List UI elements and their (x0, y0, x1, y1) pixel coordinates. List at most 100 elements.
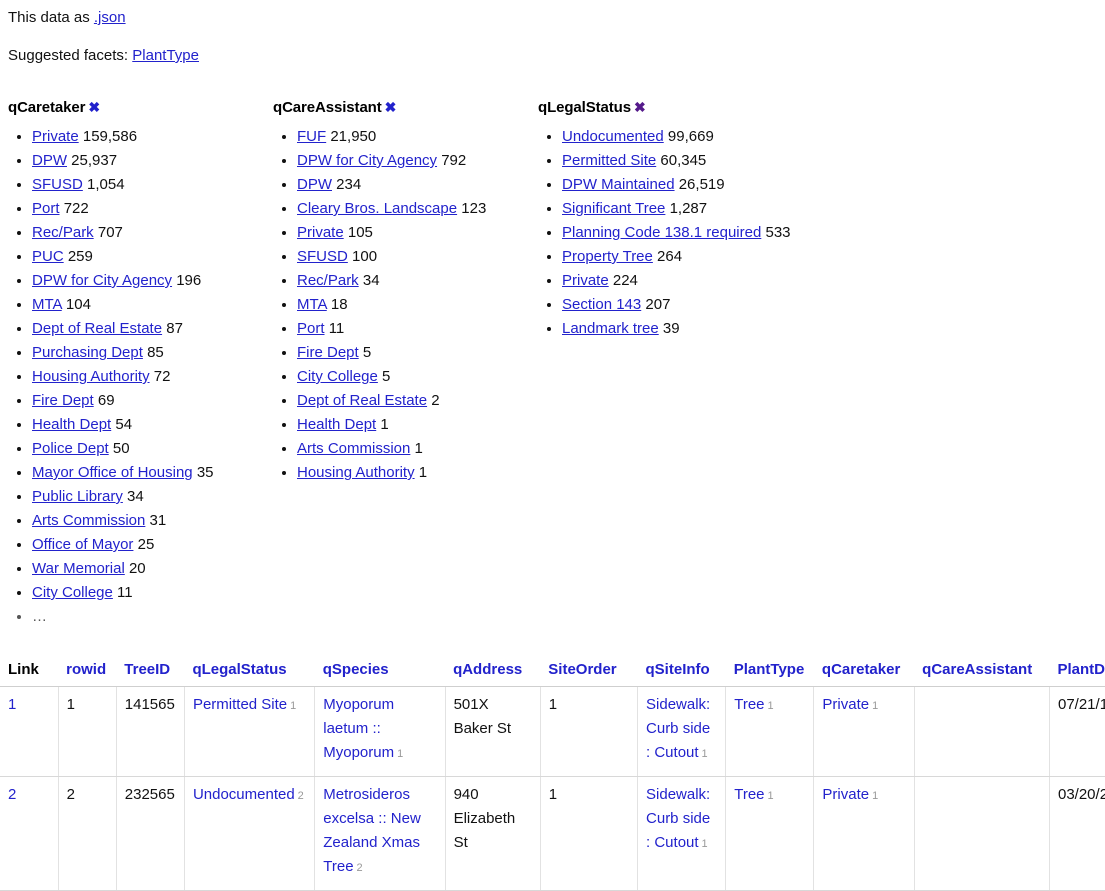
facet-link[interactable]: City College (32, 584, 113, 601)
facet-link[interactable]: Arts Commission (297, 440, 411, 457)
column-header-qspecies[interactable]: qSpecies (314, 655, 446, 687)
facet-value-link[interactable]: Private (822, 786, 870, 803)
facet-value-link[interactable]: Tree (734, 786, 765, 803)
facet-title: qCaretaker ✖ (8, 99, 263, 116)
cell-rowid: 2 (58, 776, 117, 891)
facet-link[interactable]: Health Dept (297, 416, 377, 433)
column-header-plantdate[interactable]: PlantDate (1049, 655, 1105, 687)
facet-link[interactable]: Port (32, 200, 60, 217)
value-count: 1 (767, 700, 774, 712)
facet-count: 18 (330, 296, 348, 313)
facet-link[interactable]: Section 143 (562, 296, 642, 313)
facet-link[interactable]: Rec/Park (32, 224, 94, 241)
facet-link[interactable]: Planning Code 138.1 required (562, 224, 762, 241)
facet-link[interactable]: Private (297, 224, 344, 241)
facet-link[interactable]: SFUSD (297, 248, 348, 265)
facet-link[interactable]: Fire Dept (32, 392, 94, 409)
column-header-qaddress[interactable]: qAddress (445, 655, 541, 687)
facet-link[interactable]: FUF (297, 128, 327, 145)
column-header-planttype[interactable]: PlantType (725, 655, 814, 687)
suggested-facet-planttype[interactable]: PlantType (132, 47, 199, 64)
facet-link[interactable]: Mayor Office of Housing (32, 464, 193, 481)
row-link[interactable]: 2 (8, 786, 17, 803)
facet-list: Undocumented 99,669 Permitted Site 60,34… (538, 125, 793, 341)
facet-count: 722 (63, 200, 89, 217)
facet-link[interactable]: Public Library (32, 488, 123, 505)
facet-item: Private 105 (297, 221, 528, 245)
facet-count: 34 (362, 272, 380, 289)
facet-value-link[interactable]: Undocumented (192, 786, 295, 803)
facet-link[interactable]: City College (297, 368, 378, 385)
facet-link[interactable]: Purchasing Dept (32, 344, 143, 361)
facet-value-link[interactable]: Sidewalk: Curb side : Cutout (646, 786, 711, 851)
facet-link[interactable]: War Memorial (32, 560, 125, 577)
facet-link[interactable]: DPW Maintained (562, 176, 675, 193)
facet-link[interactable]: DPW for City Agency (32, 272, 173, 289)
row-link[interactable]: 1 (8, 696, 17, 713)
cell-treeid: 232565 (116, 776, 185, 891)
close-cross-icon[interactable]: ✖ (633, 99, 646, 115)
facet-item: DPW for City Agency 196 (32, 269, 263, 293)
results-table: Link rowid TreeID qLegalStatus qSpecies … (0, 655, 1105, 891)
column-header-siteorder[interactable]: SiteOrder (540, 655, 638, 687)
facet-item: Private 159,586 (32, 125, 263, 149)
facet-link[interactable]: PUC (32, 248, 64, 265)
facet-link[interactable]: MTA (32, 296, 62, 313)
facet-link[interactable]: Private (562, 272, 609, 289)
close-cross-icon[interactable]: ✖ (384, 99, 397, 115)
facet-count: 26,519 (678, 176, 725, 193)
facet-item: DPW for City Agency 792 (297, 149, 528, 173)
column-header-qlegalstatus[interactable]: qLegalStatus (184, 655, 315, 687)
close-cross-icon[interactable]: ✖ (88, 99, 101, 115)
column-header-qcareassistant[interactable]: qCareAssistant (914, 655, 1050, 687)
facet-link[interactable]: Dept of Real Estate (297, 392, 428, 409)
cell-qaddress: 501X Baker St (445, 686, 541, 777)
cell-link: 2 (0, 776, 59, 891)
facet-value-link[interactable]: Sidewalk: Curb side : Cutout (646, 696, 711, 761)
value-count: 1 (701, 838, 708, 850)
facet-item: Fire Dept 69 (32, 389, 263, 413)
column-header-rowid[interactable]: rowid (58, 655, 117, 687)
facet-value-link[interactable]: Permitted Site (192, 696, 288, 713)
facet-item: Police Dept 50 (32, 437, 263, 461)
facet-value-link[interactable]: Metrosideros excelsa :: New Zealand Xmas… (323, 786, 421, 875)
facet-link[interactable]: Fire Dept (297, 344, 359, 361)
facet-link[interactable]: Significant Tree (562, 200, 666, 217)
facet-link[interactable]: Health Dept (32, 416, 112, 433)
facet-link[interactable]: Private (32, 128, 79, 145)
facet-link[interactable]: Port (297, 320, 325, 337)
cell-qsiteinfo: Sidewalk: Curb side : Cutout 1 (637, 776, 727, 891)
facet-link[interactable]: SFUSD (32, 176, 83, 193)
facet-count: 5 (382, 368, 391, 385)
facet-item: Private 224 (562, 269, 793, 293)
facet-link[interactable]: Office of Mayor (32, 536, 134, 553)
facet-link[interactable]: Housing Authority (32, 368, 150, 385)
facet-item: Rec/Park 34 (297, 269, 528, 293)
json-export-link[interactable]: .json (93, 9, 126, 26)
facet-count: 1,054 (87, 176, 125, 193)
facet-link[interactable]: Cleary Bros. Landscape (297, 200, 458, 217)
facet-link[interactable]: Permitted Site (562, 152, 657, 169)
facet-count: 11 (117, 584, 133, 601)
cell-qlegalstatus: Undocumented 2 (184, 776, 316, 891)
facet-link[interactable]: Arts Commission (32, 512, 146, 529)
facet-link[interactable]: MTA (297, 296, 327, 313)
facet-count: 87 (166, 320, 183, 337)
column-header-qsiteinfo[interactable]: qSiteInfo (637, 655, 726, 687)
facet-value-link[interactable]: Private (822, 696, 870, 713)
facet-value-link[interactable]: Tree (734, 696, 765, 713)
facet-link[interactable]: Property Tree (562, 248, 653, 265)
facet-link[interactable]: DPW for City Agency (297, 152, 438, 169)
facet-link[interactable]: Police Dept (32, 440, 109, 457)
facet-value-link[interactable]: Myoporum laetum :: Myoporum (323, 696, 395, 761)
column-header-treeid[interactable]: TreeID (116, 655, 185, 687)
facet-link[interactable]: DPW (297, 176, 332, 193)
facet-link[interactable]: DPW (32, 152, 67, 169)
facet-link[interactable]: Housing Authority (297, 464, 415, 481)
column-header-qcaretaker[interactable]: qCaretaker (813, 655, 915, 687)
facet-link[interactable]: Undocumented (562, 128, 664, 145)
facet-link[interactable]: Rec/Park (297, 272, 359, 289)
facet-title: qLegalStatus ✖ (538, 99, 793, 116)
facet-link[interactable]: Dept of Real Estate (32, 320, 163, 337)
facet-link[interactable]: Landmark tree (562, 320, 659, 337)
